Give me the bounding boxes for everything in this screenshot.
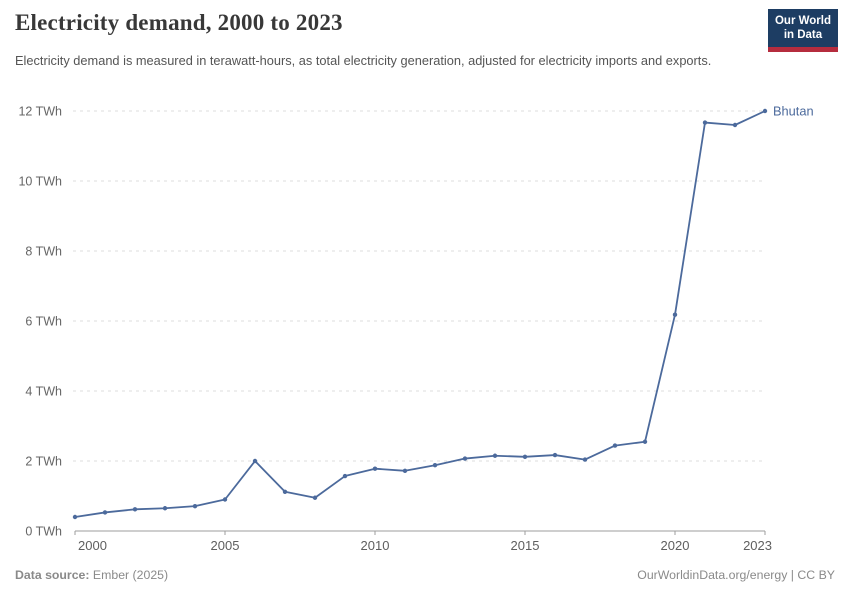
x-tick-label: 2000 xyxy=(78,538,107,553)
y-tick-label: 6 TWh xyxy=(25,315,62,329)
data-source-value: Ember (2025) xyxy=(89,568,169,582)
x-tick-label: 2020 xyxy=(661,538,690,553)
series-end-label: Bhutan xyxy=(773,104,814,119)
data-point xyxy=(342,473,348,479)
data-point xyxy=(612,443,618,448)
y-tick-label: 10 TWh xyxy=(18,175,62,189)
data-point xyxy=(372,466,378,471)
data-point xyxy=(582,457,588,462)
data-point xyxy=(402,468,408,473)
data-point xyxy=(102,510,108,515)
data-point xyxy=(462,456,468,461)
data-point xyxy=(132,507,138,512)
data-point xyxy=(192,503,198,509)
x-tick-label: 2015 xyxy=(511,538,540,553)
credit-line: OurWorldinData.org/energy | CC BY xyxy=(637,568,835,582)
data-line xyxy=(74,110,766,518)
line-chart-svg[interactable]: 0 TWh 2 TWh 4 TWh 6 TWh 8 TWh 10 TWh 12 TWh 200… xyxy=(0,95,850,565)
data-point xyxy=(672,312,678,317)
data-source-label: Data source: xyxy=(15,568,90,582)
data-point xyxy=(222,497,228,502)
data-point xyxy=(732,122,738,128)
data-point xyxy=(72,514,78,520)
y-tick-label: 2 TWh xyxy=(25,455,62,469)
owid-logo-line1: Our World xyxy=(774,15,831,27)
owid-logo-line2: in Data xyxy=(783,29,823,42)
x-tick-label: 2010 xyxy=(361,538,390,553)
y-tick-label: 8 TWh xyxy=(25,245,62,259)
data-point xyxy=(522,454,528,459)
y-tick-label: 4 TWh xyxy=(25,385,62,399)
y-tick-label: 0 TWh xyxy=(25,525,62,539)
data-point xyxy=(432,463,438,468)
data-point xyxy=(552,452,558,458)
x-tick-label: 2005 xyxy=(211,538,240,553)
data-point xyxy=(282,489,288,494)
data-point xyxy=(312,495,318,500)
data-point xyxy=(702,120,708,125)
data-point xyxy=(492,453,498,458)
data-point xyxy=(252,458,258,464)
x-tick-label: 2023 xyxy=(743,538,772,553)
owid-logo[interactable]: Our World in Data xyxy=(767,9,838,52)
y-tick-label: 12 TWh xyxy=(18,105,62,119)
page-title: Electricity demand, 2000 to 2023 xyxy=(15,10,343,35)
data-point xyxy=(642,439,648,444)
data-source: Data source: Ember (2025) xyxy=(15,568,168,582)
data-point xyxy=(162,506,168,511)
data-point xyxy=(762,108,768,114)
chart-subtitle: Electricity demand is measured in terawa… xyxy=(15,53,712,68)
chart-footer: Data source: Ember (2025) OurWorldinData… xyxy=(15,568,835,582)
